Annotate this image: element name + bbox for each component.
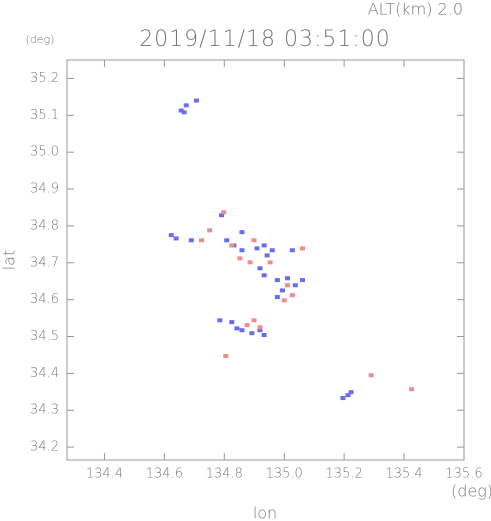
radar-echo	[285, 276, 291, 281]
radar-echo	[188, 238, 194, 243]
y-axis-label: lat	[0, 250, 19, 271]
radar-echo	[221, 210, 227, 215]
radar-echo	[239, 328, 245, 333]
radar-echo	[199, 238, 205, 243]
radar-echo	[257, 266, 263, 271]
y-tick-label: 35.2	[30, 71, 59, 86]
x-tick-label: 134.6	[146, 467, 183, 482]
radar-echo	[183, 103, 189, 108]
radar-echo	[239, 248, 245, 253]
radar-echo	[368, 373, 374, 378]
x-tick-label: 135.2	[326, 467, 363, 482]
x-axis-label: lon	[253, 504, 277, 521]
radar-echo	[224, 238, 230, 243]
radar-echo	[274, 278, 280, 283]
radar-echo	[340, 396, 346, 401]
radar-echo	[229, 320, 235, 325]
y-tick-label: 34.7	[30, 255, 59, 270]
radar-echo	[251, 238, 257, 243]
radar-echo	[239, 230, 245, 235]
y-tick-label: 34.6	[30, 292, 59, 307]
radar-echo	[300, 278, 306, 283]
radar-echo	[348, 390, 354, 395]
y-tick-label: 34.2	[30, 440, 59, 455]
radar-echo	[247, 260, 253, 265]
x-tick-label: 134.8	[206, 467, 243, 482]
radar-echo	[181, 110, 187, 115]
y-unit: (deg)	[26, 33, 55, 46]
radar-echo	[274, 295, 280, 300]
radar-echo	[254, 246, 260, 251]
radar-echo	[178, 108, 184, 113]
radar-echo	[261, 273, 267, 278]
radar-echo	[244, 323, 250, 328]
radar-echo	[237, 256, 243, 261]
radar-echo	[289, 293, 295, 298]
radar-echo	[219, 213, 225, 218]
y-tick-label: 34.4	[30, 366, 59, 381]
y-tick-label: 35.1	[30, 108, 59, 123]
y-tick-label: 34.8	[30, 218, 59, 233]
radar-echo	[289, 248, 295, 253]
radar-echo	[251, 318, 257, 323]
x-tick-label: 135.6	[445, 467, 482, 482]
radar-echo	[267, 260, 273, 265]
radar-echo	[193, 98, 199, 103]
radar-echo	[279, 288, 285, 293]
subtitle: ALT(km) 2.0	[368, 0, 463, 19]
chart-title: 2019/11/18 03:51:00	[139, 27, 391, 52]
y-tick-label: 34.5	[30, 329, 59, 344]
radar-echo	[207, 228, 213, 233]
radar-echo	[264, 253, 270, 258]
radar-echo	[292, 283, 298, 288]
radar-echo	[261, 333, 267, 338]
x-tick-label: 134.4	[86, 467, 123, 482]
y-tick-label: 35.0	[30, 145, 59, 160]
radar-echo	[229, 243, 235, 248]
x-tick-label: 135.0	[266, 467, 303, 482]
radar-echo	[281, 298, 287, 303]
radar-echo	[234, 326, 240, 331]
radar-echo	[173, 236, 179, 241]
radar-echo	[345, 393, 351, 398]
plot-frame	[66, 59, 465, 461]
radar-echo	[269, 248, 275, 253]
radar-echo	[409, 387, 415, 392]
x-unit: (deg)	[451, 482, 491, 501]
radar-echo	[223, 354, 229, 359]
radar-echo	[257, 328, 263, 333]
y-tick-label: 34.9	[30, 182, 59, 197]
radar-echo	[300, 246, 306, 251]
radar-echo	[249, 331, 255, 336]
radar-echo	[257, 325, 263, 330]
y-tick-label: 34.3	[30, 403, 59, 418]
radar-echo	[168, 233, 174, 238]
radar-echo	[217, 318, 223, 323]
radar-echo	[285, 283, 291, 288]
radar-echo	[261, 243, 267, 248]
x-tick-label: 135.4	[385, 467, 422, 482]
